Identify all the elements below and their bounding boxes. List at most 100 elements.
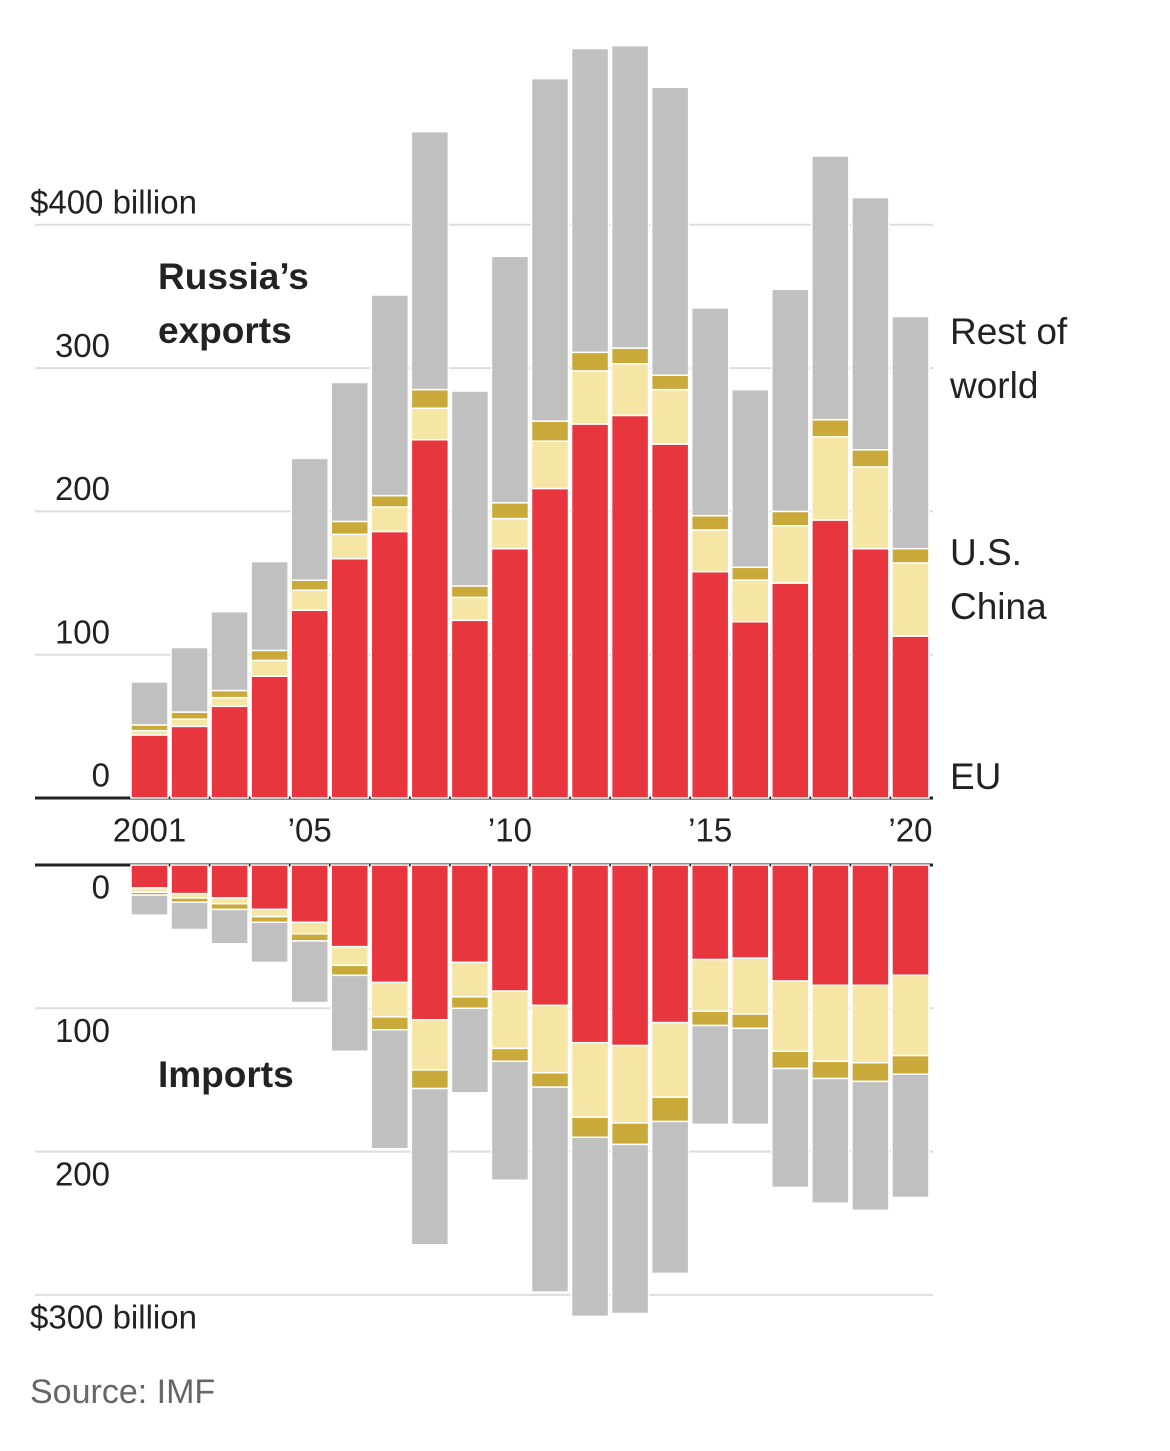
bar-segment: [570, 1041, 610, 1118]
y-tick-label: 200: [55, 1155, 110, 1192]
bar-segment: [731, 388, 770, 569]
bar-segment: [330, 974, 369, 1053]
bar-segment: [210, 689, 249, 699]
bar-segment: [891, 315, 930, 550]
bar-segment: [650, 86, 690, 377]
bar-segment: [170, 901, 209, 931]
bar-segment: [530, 1072, 570, 1088]
bar-segment: [410, 130, 450, 391]
bar-segment: [130, 681, 169, 726]
bar-segment: [811, 418, 850, 438]
source: Source: IMF: [30, 1373, 216, 1411]
bar-segment: [290, 933, 329, 942]
bar-segment: [410, 1069, 450, 1090]
bar-segment: [370, 981, 410, 1018]
bar-segment: [811, 864, 850, 987]
bar-segment: [130, 864, 169, 889]
bar-segment: [650, 864, 690, 1024]
bar-segment: [290, 609, 329, 799]
bar-segment: [490, 990, 530, 1050]
bar-segment: [690, 1024, 730, 1126]
bar-segment: [891, 1054, 930, 1075]
bar-segment: [250, 864, 289, 911]
bar-segment: [690, 570, 730, 799]
bar-segment: [530, 864, 570, 1007]
bar-segment: [450, 1007, 490, 1094]
bar-segment: [610, 347, 650, 365]
bar-segment: [891, 547, 930, 564]
bar-segment: [450, 864, 490, 964]
bar-segment: [690, 529, 730, 573]
bar-segment: [650, 443, 690, 799]
y-tick-label: 200: [55, 470, 110, 507]
bar-segment: [370, 864, 410, 984]
bar-segment: [811, 1060, 850, 1080]
bar-segment: [330, 945, 369, 967]
bar-segment: [250, 675, 289, 799]
y-tick-label: 100: [55, 1012, 110, 1049]
bar-segment: [731, 1027, 770, 1126]
bar-segment: [290, 921, 329, 935]
legend-label: U.S.: [950, 532, 1022, 573]
bar-segment: [210, 908, 249, 945]
bar-segment: [570, 423, 610, 799]
bar-segment: [891, 1073, 930, 1199]
bar-segment: [490, 517, 530, 550]
y-tick-label: 300: [55, 327, 110, 364]
bar-segment: [290, 579, 329, 591]
bar-segment: [690, 864, 730, 961]
bar-segment: [370, 294, 410, 497]
bar-segment: [370, 494, 410, 508]
bar-segment: [610, 363, 650, 417]
bar-segment: [731, 864, 770, 959]
y-tick-label: $300 billion: [30, 1299, 197, 1336]
bar-segment: [771, 510, 810, 527]
bar-segment: [410, 407, 450, 441]
bar-segment: [851, 547, 890, 799]
bar-segment: [690, 307, 730, 517]
x-tick-label: ’10: [488, 812, 532, 849]
bar-segment: [410, 864, 450, 1021]
bar-segment: [490, 864, 530, 992]
bar-segment: [771, 582, 810, 799]
bar-segment: [250, 649, 289, 662]
x-tick-label: ’15: [688, 812, 732, 849]
bar-segment: [851, 466, 890, 550]
bar-segment: [530, 1004, 570, 1074]
bar-segment: [610, 1122, 650, 1146]
bar-segment: [650, 1120, 690, 1275]
bar-segment: [290, 589, 329, 612]
bar-segment: [250, 659, 289, 677]
bar-segment: [410, 1019, 450, 1071]
bar-segment: [771, 980, 810, 1053]
bar-segment: [891, 635, 930, 799]
bar-segment: [570, 864, 610, 1044]
bar-segment: [811, 519, 850, 799]
bar-segment: [410, 1087, 450, 1246]
x-tick-label: ’05: [288, 812, 332, 849]
bar-segment: [210, 610, 249, 692]
bar-segment: [290, 940, 329, 1004]
bar-segment: [811, 984, 850, 1063]
bar-segment: [450, 619, 490, 799]
bar-segment: [891, 562, 930, 637]
bar-segment: [490, 255, 530, 504]
bar-segment: [851, 864, 890, 987]
bar-segment: [650, 1021, 690, 1098]
bar-segment: [170, 646, 209, 713]
bar-segment: [891, 864, 930, 977]
bar-segment: [771, 288, 810, 513]
y-tick-label: $400 billion: [30, 184, 197, 221]
bar-segment: [450, 585, 490, 599]
bar-segment: [130, 734, 169, 799]
bar-segment: [370, 1016, 410, 1031]
bar-segment: [210, 696, 249, 708]
bar-segment: [570, 370, 610, 425]
x-tick-label: 2001: [113, 812, 186, 849]
chart-title: Russia’s exports: [158, 256, 309, 351]
bar-segment: [731, 957, 770, 1015]
bar-segment: [530, 77, 570, 422]
bar-segment: [170, 711, 209, 720]
bar-segment: [490, 502, 530, 520]
bar-segment: [410, 439, 450, 799]
